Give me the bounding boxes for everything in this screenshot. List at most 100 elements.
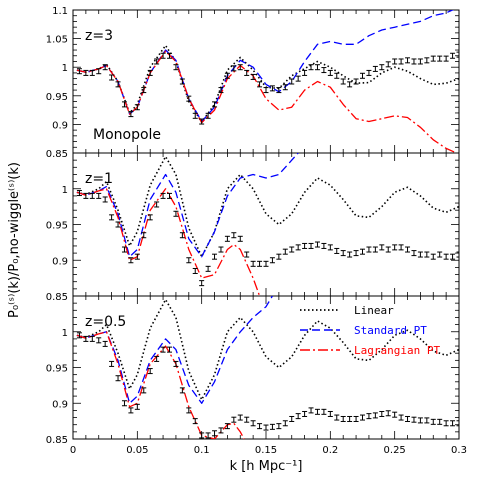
simulation-point xyxy=(276,253,282,260)
simulation-point xyxy=(76,332,82,339)
series-line-linear xyxy=(76,44,459,123)
simulation-point xyxy=(250,420,256,427)
simulation-point xyxy=(334,414,340,421)
simulation-point xyxy=(334,247,340,254)
simulation-point xyxy=(147,368,153,375)
simulation-point xyxy=(128,257,134,264)
simulation-point xyxy=(237,64,243,71)
panels: 0.85 0.9 0.95 1 1.05 1.1 z=3 Monopole 0.85 0.9 0.9… xyxy=(46,6,467,456)
simulation-point xyxy=(437,55,443,62)
simulation-point xyxy=(411,416,417,423)
series-line-lagrangian-pt xyxy=(76,188,261,296)
simulation-point xyxy=(392,411,398,418)
simulation-point xyxy=(269,257,275,264)
y-tick-label: 0.9 xyxy=(52,399,68,410)
simulation-point xyxy=(437,251,443,258)
simulation-point xyxy=(347,415,353,422)
simulation-point xyxy=(424,417,430,424)
x-axis-label: k [h Mpc⁻¹] xyxy=(230,459,303,474)
x-tick-label: 0.2 xyxy=(322,445,338,456)
simulation-point xyxy=(115,81,121,88)
simulation-point xyxy=(379,244,385,251)
simulation-point xyxy=(282,248,288,255)
simulation-point xyxy=(411,58,417,65)
simulation-point xyxy=(269,85,275,92)
simulation-point xyxy=(218,87,224,94)
simulation-point xyxy=(134,253,140,260)
simulation-point xyxy=(167,192,172,199)
simulation-point xyxy=(308,64,314,71)
series-line-linear xyxy=(76,298,459,401)
y-tick-label: 0.85 xyxy=(46,149,68,160)
simulation-point xyxy=(340,250,346,257)
y-tick-label: 1 xyxy=(62,185,68,196)
simulation-point xyxy=(89,69,95,76)
axis-texts: k [h Mpc⁻¹] P₀⁽ˢ⁾(k)/P₀,no-wiggle⁽ˢ⁾(k) xyxy=(7,162,302,474)
y-tick-label: 1.1 xyxy=(52,6,68,17)
simulation-point xyxy=(437,418,443,425)
simulation-point xyxy=(212,253,218,260)
simulation-point xyxy=(334,72,340,79)
simulation-point xyxy=(212,101,218,108)
simulation-point xyxy=(224,72,230,79)
simulation-point xyxy=(366,246,372,253)
simulation-point xyxy=(102,64,108,71)
simulation-point xyxy=(314,64,320,71)
simulation-point xyxy=(244,251,250,258)
simulation-point xyxy=(121,101,127,108)
simulation-point xyxy=(121,400,127,407)
y-tick-label: 0.95 xyxy=(46,92,68,103)
simulation-point xyxy=(366,413,372,420)
series-line-lagrangian-pt xyxy=(76,50,459,153)
simulation-point xyxy=(411,250,417,257)
simulation-point xyxy=(205,112,211,119)
x-tick-label: 0.15 xyxy=(255,445,277,456)
series-line-linear xyxy=(76,155,459,258)
simulation-point xyxy=(308,407,314,414)
simulation-point xyxy=(282,420,288,427)
simulation-point xyxy=(205,432,211,439)
simulation-point xyxy=(244,416,250,423)
simulation-point xyxy=(276,423,282,430)
simulation-point xyxy=(456,51,459,58)
legend-label: Standard PT xyxy=(354,324,427,337)
simulation-point xyxy=(231,416,237,423)
simulation-point xyxy=(96,337,102,344)
simulation-point xyxy=(257,423,263,430)
simulation-point xyxy=(353,78,359,85)
simulation-point xyxy=(360,72,365,79)
simulation-point xyxy=(360,248,365,255)
simulation-point xyxy=(96,192,102,199)
simulation-point xyxy=(302,410,308,417)
simulation-point xyxy=(405,246,411,253)
simulation-point xyxy=(327,410,333,417)
simulation-point xyxy=(392,244,398,251)
series-group xyxy=(76,10,459,153)
legend: Linear Standard PT Lagrangian PT xyxy=(300,304,440,357)
simulation-point xyxy=(244,69,250,76)
simulation-point xyxy=(405,57,411,64)
simulation-point xyxy=(385,61,391,68)
simulation-point xyxy=(192,267,198,274)
simulation-point xyxy=(269,423,275,430)
panel-label: z=3 xyxy=(85,28,113,44)
simulation-point xyxy=(353,250,359,257)
simulation-point xyxy=(109,360,115,367)
x-tick-label: 0.25 xyxy=(384,445,406,456)
simulation-point xyxy=(372,412,378,419)
y-tick-label: 1 xyxy=(62,328,68,339)
simulation-point xyxy=(218,246,224,253)
simulation-point xyxy=(76,68,82,75)
y-tick-label: 1 xyxy=(62,63,68,74)
simulation-point xyxy=(450,52,456,59)
simulation-point xyxy=(302,69,308,76)
simulation-point xyxy=(456,420,459,427)
simulation-point xyxy=(167,52,172,59)
simulation-point xyxy=(160,346,166,353)
simulation-point xyxy=(321,408,327,415)
simulation-point xyxy=(231,65,237,72)
simulation-point xyxy=(179,232,185,239)
simulation-point xyxy=(327,69,333,76)
legend-label: Linear xyxy=(354,304,394,317)
simulation-point xyxy=(83,335,89,342)
